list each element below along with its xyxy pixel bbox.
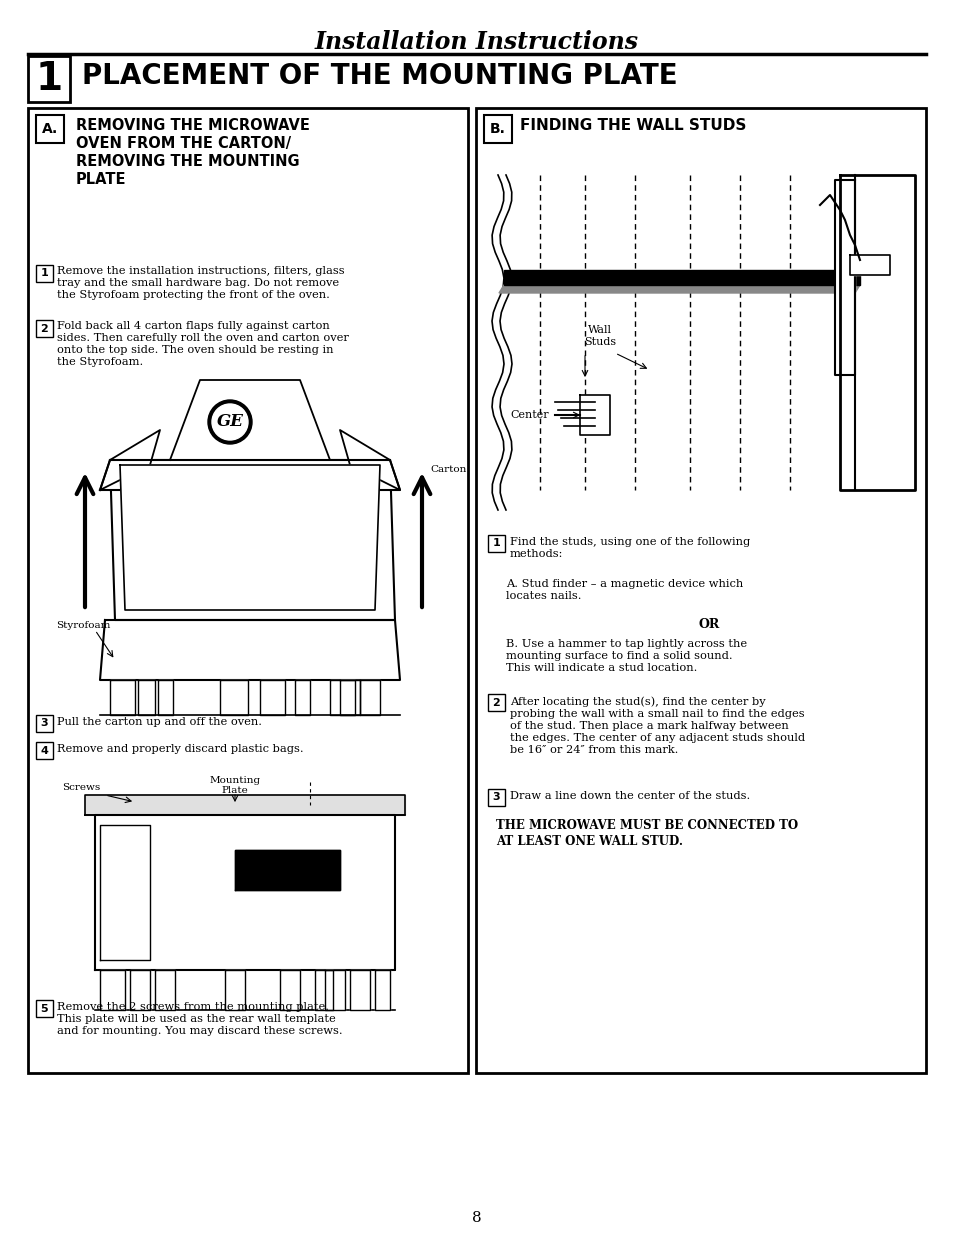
Polygon shape (85, 795, 405, 815)
Bar (488, 535, 504, 552)
Text: 5: 5 (41, 1004, 49, 1014)
Bar (36, 266, 53, 282)
Text: Draw a line down the center of the studs.: Draw a line down the center of the studs… (510, 790, 749, 802)
Text: B.: B. (490, 122, 505, 136)
Text: Find the studs, using one of the following
methods:: Find the studs, using one of the followi… (510, 537, 749, 559)
Polygon shape (120, 466, 379, 610)
Text: REMOVING THE MICROWAVE
OVEN FROM THE CARTON/
REMOVING THE MOUNTING
PLATE: REMOVING THE MICROWAVE OVEN FROM THE CAR… (76, 119, 310, 186)
Polygon shape (359, 680, 379, 715)
Text: Screws: Screws (62, 783, 100, 793)
Polygon shape (834, 180, 854, 375)
Text: Styrofoam: Styrofoam (56, 620, 111, 630)
Text: Center: Center (510, 410, 548, 420)
Polygon shape (375, 969, 390, 1010)
Bar (488, 789, 504, 806)
Text: Remove the installation instructions, filters, glass
tray and the small hardware: Remove the installation instructions, fi… (57, 266, 344, 300)
Bar (488, 694, 504, 711)
Bar (36, 715, 53, 732)
Polygon shape (579, 395, 609, 435)
Polygon shape (130, 969, 150, 1010)
Bar (36, 320, 53, 337)
Text: 1: 1 (35, 61, 63, 98)
Text: Carton: Carton (430, 466, 466, 474)
Polygon shape (849, 254, 889, 275)
Bar (36, 742, 53, 760)
Polygon shape (100, 825, 150, 960)
Polygon shape (339, 430, 399, 490)
Polygon shape (100, 459, 399, 490)
Polygon shape (503, 270, 859, 285)
Polygon shape (330, 680, 355, 715)
Text: A. Stud finder – a magnetic device which
locates nails.: A. Stud finder – a magnetic device which… (505, 579, 742, 601)
Polygon shape (280, 969, 299, 1010)
Text: 4: 4 (41, 746, 49, 756)
Polygon shape (350, 969, 370, 1010)
Polygon shape (840, 175, 914, 490)
Polygon shape (100, 430, 160, 490)
Polygon shape (154, 969, 174, 1010)
Circle shape (208, 400, 252, 445)
Polygon shape (100, 620, 399, 680)
Polygon shape (498, 285, 859, 293)
Text: B. Use a hammer to tap lightly across the
mounting surface to find a solid sound: B. Use a hammer to tap lightly across th… (505, 638, 746, 673)
Bar (36, 115, 64, 143)
Polygon shape (294, 680, 310, 715)
Polygon shape (260, 680, 285, 715)
Text: GE: GE (216, 414, 243, 431)
Text: 1: 1 (492, 538, 500, 548)
Text: 3: 3 (41, 719, 49, 729)
Bar (483, 115, 512, 143)
Bar (476, 107, 925, 1073)
Text: THE MICROWAVE MUST BE CONNECTED TO
AT LEAST ONE WALL STUD.: THE MICROWAVE MUST BE CONNECTED TO AT LE… (496, 819, 798, 848)
Text: 2: 2 (41, 324, 49, 333)
Polygon shape (110, 680, 135, 715)
Bar (28, 56, 70, 103)
Text: Remove the 2 screws from the mounting plate.
This plate will be used as the rear: Remove the 2 screws from the mounting pl… (57, 1002, 342, 1036)
Text: FINDING THE WALL STUDS: FINDING THE WALL STUDS (519, 117, 745, 132)
Bar (28, 107, 468, 1073)
Polygon shape (170, 380, 330, 459)
Polygon shape (110, 459, 395, 620)
Polygon shape (220, 680, 248, 715)
Text: OR: OR (698, 619, 719, 631)
Text: Remove and properly discard plastic bags.: Remove and properly discard plastic bags… (57, 743, 303, 755)
Polygon shape (234, 850, 339, 890)
Text: Wall
Studs: Wall Studs (583, 325, 616, 347)
Polygon shape (138, 680, 154, 715)
Polygon shape (225, 969, 245, 1010)
Text: Pull the carton up and off the oven.: Pull the carton up and off the oven. (57, 718, 262, 727)
Text: 8: 8 (472, 1212, 481, 1225)
Text: 2: 2 (492, 698, 500, 708)
Polygon shape (490, 156, 917, 510)
Text: PLACEMENT OF THE MOUNTING PLATE: PLACEMENT OF THE MOUNTING PLATE (82, 62, 677, 90)
Polygon shape (325, 969, 345, 1010)
Polygon shape (339, 680, 359, 715)
Polygon shape (100, 969, 125, 1010)
Polygon shape (314, 969, 333, 1010)
Circle shape (212, 404, 248, 440)
Text: 3: 3 (492, 793, 499, 803)
Text: A.: A. (42, 122, 58, 136)
Text: After locating the stud(s), find the center by
probing the wall with a small nai: After locating the stud(s), find the cen… (510, 697, 804, 755)
Text: Installation Instructions: Installation Instructions (314, 30, 639, 54)
Bar (36, 1000, 53, 1016)
Polygon shape (158, 680, 172, 715)
Text: 1: 1 (41, 268, 49, 279)
Text: Fold back all 4 carton flaps fully against carton
sides. Then carefully roll the: Fold back all 4 carton flaps fully again… (57, 321, 349, 367)
Text: Mounting
Plate: Mounting Plate (210, 776, 260, 795)
Polygon shape (95, 815, 395, 969)
